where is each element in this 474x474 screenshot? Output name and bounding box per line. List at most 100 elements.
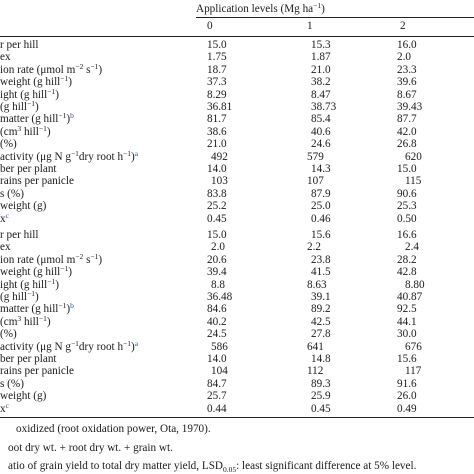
- table-row: ight (g hill−1) 8.29 8.47 8.67: [0, 86, 474, 102]
- row-label: ion rate (μmol m−2 s−1): [0, 251, 103, 266]
- table-row: xc 0.45 0.46 0.50: [0, 211, 474, 226]
- cell-level-1: 85.4: [311, 113, 331, 126]
- cell-level-2: 91.6: [397, 377, 417, 390]
- cell-level-0: 586: [211, 340, 228, 353]
- cell-level-2: 30.0: [397, 328, 417, 341]
- cell-level-1: 641: [307, 340, 324, 353]
- row-label: ex: [0, 241, 11, 254]
- cell-level-0: 40.2: [207, 315, 227, 328]
- row-label: r per hill: [0, 229, 39, 241]
- row-label: ion rate (μmol m−2 s−1): [0, 61, 103, 76]
- cell-level-0: 18.7: [207, 63, 227, 76]
- header-underline: [196, 17, 474, 18]
- cell-level-1: 112: [307, 365, 324, 378]
- row-label: weight (g hill−1): [0, 74, 72, 89]
- cell-level-2: 16.0: [397, 39, 417, 51]
- table-row: rains per panicle 103 107 115: [0, 175, 474, 188]
- row-label: weight (g): [0, 200, 47, 213]
- row-label: weight (g): [0, 390, 47, 403]
- row-label: s (%): [0, 187, 24, 200]
- row-label: matter (g hill−1)b: [0, 111, 74, 126]
- cell-level-2: 28.2: [397, 253, 417, 266]
- cell-level-0: 84.6: [207, 303, 227, 316]
- table-row: weight (g) 25.2 25.0 25.3: [0, 200, 474, 213]
- cell-level-2: 23.3: [397, 63, 417, 76]
- row-label: weight (g hill−1): [0, 264, 72, 279]
- cell-level-2: 0.49: [397, 402, 417, 415]
- table-row: ber per plant 14.0 14.3 15.0: [0, 163, 474, 176]
- column-header-1: 1: [307, 20, 313, 32]
- table-row: weight (g hill−1) 37.3 38.2 39.6: [0, 74, 474, 89]
- row-label: ight (g hill−1): [0, 86, 59, 101]
- cell-level-2: 40.87: [397, 291, 423, 303]
- cell-level-0: 14.0: [207, 353, 227, 365]
- cell-level-0: 492: [211, 150, 228, 163]
- cell-level-0: 37.3: [207, 76, 227, 89]
- row-label: xc: [0, 400, 9, 415]
- row-label: (g hill−1): [0, 99, 39, 113]
- table-row: (%) 24.5 27.8 30.0: [0, 328, 474, 341]
- cell-level-0: 20.6: [207, 253, 227, 266]
- row-label: ber per plant: [0, 353, 57, 365]
- row-label: activity (μg N g−1dry root h−1)a: [0, 148, 139, 163]
- cell-level-0: 25.2: [207, 200, 227, 213]
- table-row: ex 1.75 1.87 2.0: [0, 51, 474, 64]
- row-label: (cm3 hill−1): [0, 313, 51, 328]
- footnote-a: oxidized (root oxidation power, Ota, 197…: [16, 423, 211, 435]
- row-label: ight (g hill−1): [0, 276, 59, 291]
- row-label: activity (μg N g−1dry root h−1)a: [0, 338, 139, 353]
- cell-level-2: 8.67: [397, 88, 417, 101]
- table-row: s (%) 84.7 89.3 91.6: [0, 378, 474, 391]
- cell-level-1: 89.3: [311, 377, 331, 390]
- cell-level-0: 38.6: [207, 125, 227, 138]
- cell-level-0: 36.48: [207, 291, 233, 303]
- cell-level-0: 104: [211, 365, 228, 378]
- cell-level-2: 90.6: [397, 187, 417, 200]
- cell-level-2: 2.0: [397, 51, 411, 64]
- footnote-c: atio of grain yield to total dry matter …: [8, 460, 417, 474]
- footnote-b: oot dry wt. + root dry wt. + grain wt.: [8, 442, 173, 454]
- table-row: (g hill−1) 36.81 38.73 39.43: [0, 99, 474, 114]
- cell-level-1: 8.47: [311, 88, 331, 101]
- cell-level-0: 39.4: [207, 266, 227, 279]
- cell-level-2: 115: [405, 175, 422, 188]
- cell-level-2: 676: [405, 340, 422, 353]
- cell-level-1: 27.8: [311, 328, 331, 341]
- cell-level-1: 0.46: [311, 212, 331, 225]
- table-bottom-rule: [0, 417, 474, 418]
- cell-level-2: 42.8: [397, 266, 417, 279]
- row-label: ex: [0, 51, 11, 64]
- row-label: rains per panicle: [0, 365, 74, 378]
- cell-level-0: 15.0: [207, 39, 227, 51]
- cell-level-1: 14.3: [311, 163, 331, 175]
- cell-level-0: 1.75: [207, 51, 227, 64]
- cell-level-1: 579: [307, 150, 324, 163]
- row-label: matter (g hill−1)b: [0, 301, 74, 316]
- row-label: s (%): [0, 377, 24, 390]
- cell-level-1: 15.6: [311, 229, 331, 241]
- table-row: ion rate (μmol m−2 s−1) 20.6 23.8 28.2: [0, 251, 474, 267]
- table-row: activity (μg N g−1dry root h−1)a 586 641 67…: [0, 338, 474, 354]
- cell-level-2: 44.1: [397, 315, 417, 328]
- row-label: (%): [0, 328, 17, 341]
- cell-level-0: 21.0: [207, 138, 227, 151]
- row-label: (%): [0, 138, 17, 151]
- table-row: ion rate (μmol m−2 s−1) 18.7 21.0 23.3: [0, 61, 474, 77]
- cell-level-2: 2.4: [405, 241, 419, 254]
- cell-level-0: 2.0: [211, 241, 225, 254]
- cell-level-2: 92.5: [397, 303, 417, 316]
- cell-level-1: 41.5: [311, 266, 331, 279]
- cell-level-1: 14.8: [311, 353, 331, 365]
- cell-level-1: 15.3: [311, 39, 331, 51]
- cell-level-1: 25.9: [311, 390, 331, 403]
- row-label: ber per plant: [0, 163, 57, 175]
- cell-level-1: 39.1: [311, 291, 331, 303]
- cell-level-0: 25.7: [207, 390, 227, 403]
- cell-level-2: 15.0: [397, 163, 417, 175]
- table-row: (cm3 hill−1) 38.6 40.6 42.0: [0, 123, 474, 139]
- cell-level-2: 620: [405, 150, 422, 163]
- cell-level-0: 103: [211, 175, 228, 188]
- table-row: ex 2.0 2.2 2.4: [0, 241, 474, 254]
- row-label: (cm3 hill−1): [0, 123, 51, 138]
